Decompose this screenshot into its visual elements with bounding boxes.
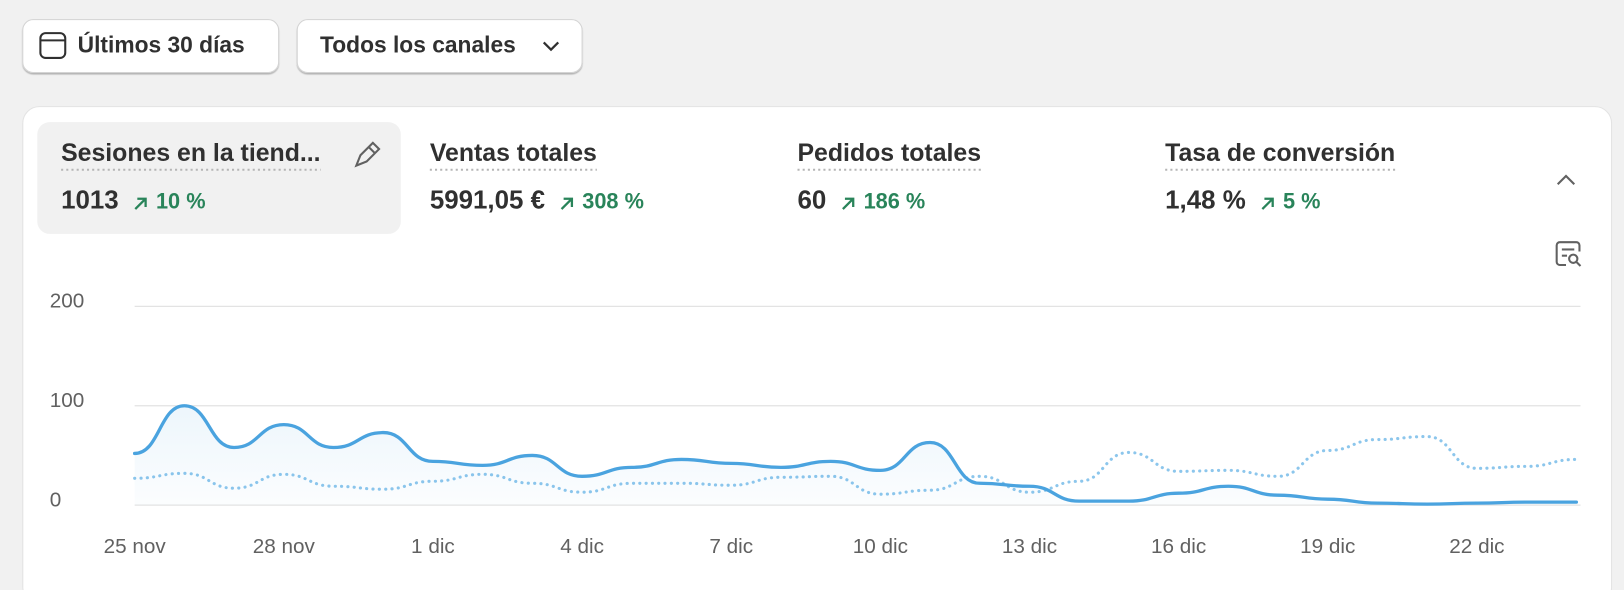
y-tick-label: 100 [50,389,85,412]
x-tick-label: 28 nov [253,535,316,558]
selected-tab[interactable] [37,122,401,234]
x-tick-label: 4 dic [560,535,604,558]
y-tick-label: 0 [50,488,62,511]
x-tick-label: 25 nov [104,535,167,558]
metric-value: 1,48 % [1165,187,1246,215]
trend-arrow [560,197,574,210]
metric-value: 60 [798,187,827,215]
button-bg[interactable] [296,19,583,73]
button-bg[interactable] [22,19,280,73]
channel-button[interactable]: Todos los canales [296,19,583,73]
x-tick-label: 22 dic [1449,535,1504,558]
x-tick-label: 19 dic [1300,535,1355,558]
metric-title: Ventas totales [430,140,597,167]
metrics: Sesiones en la tiend... 1013 10 % Ventas to… [61,140,1396,215]
x-tick-label: 16 dic [1151,535,1206,558]
metric-value: 5991,05 € [430,187,545,215]
metric-change: 308 % [582,189,644,214]
trend-arrow [1261,197,1274,210]
y-tick-label: 200 [50,290,85,313]
metric-change: 10 % [156,189,206,214]
x-tick-label: 13 dic [1002,535,1057,558]
chart: 0 100 200 25 nov 28 nov 1 dic 4 dic 7 dic 10 dic… [50,290,1581,558]
metric-value: 1013 [61,187,119,215]
metric-change: 186 % [864,189,926,214]
metric-title: Pedidos totales [798,140,982,167]
series-area [134,405,1577,506]
x-tick-label: 1 dic [411,535,455,558]
x-tick-label: 7 dic [709,535,753,558]
button-label[interactable]: Todos los canales [320,32,516,58]
series-line [132,404,1579,506]
trend-arrow [134,197,147,210]
metric-title: Sesiones en la tiend... [61,140,320,167]
trend-arrow [842,197,855,210]
calendar-icon [39,32,67,59]
metric-title: Tasa de conversión [1165,140,1395,167]
date-button[interactable]: Últimos 30 días [22,19,280,73]
x-tick-label: 10 dic [853,535,908,558]
chevron-down [542,41,560,52]
edit-icon[interactable] [354,141,381,168]
button-label[interactable]: Últimos 30 días [78,32,245,58]
metric-change: 5 % [1283,189,1320,214]
collapse-icon[interactable] [1556,174,1576,185]
insights-icon[interactable] [1555,241,1582,267]
